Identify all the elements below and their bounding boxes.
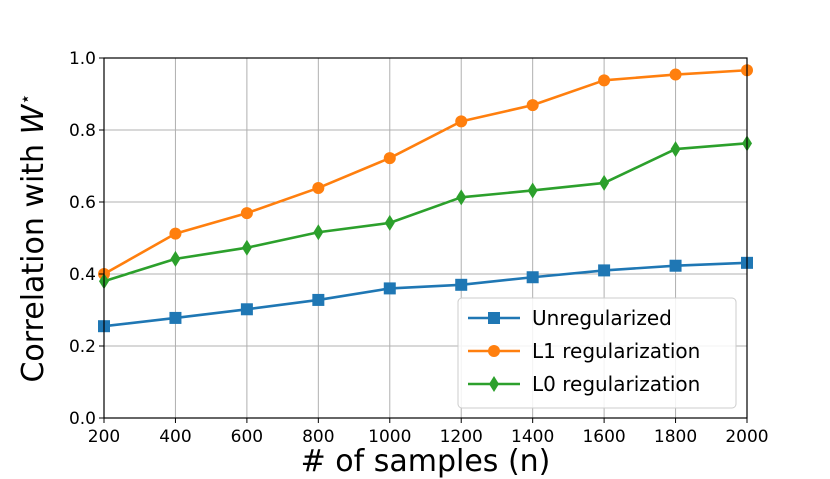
tick-layer: 200 400 600 800 1000 1200 1400 1600 1800 2000 0.0 0… <box>69 49 769 447</box>
x-tick-label: 2000 <box>725 427 768 447</box>
series-layer <box>98 64 753 333</box>
data-point <box>169 311 182 324</box>
x-tick-label: 600 <box>231 427 263 447</box>
legend: Unregularized L1 regularization L0 regular… <box>457 297 737 409</box>
legend-marker <box>488 312 500 324</box>
x-tick-label: 1200 <box>440 427 483 447</box>
data-point <box>527 182 538 199</box>
y-tick-label: 0.0 <box>69 409 96 429</box>
x-tick-label: 1800 <box>654 427 697 447</box>
data-point <box>598 74 611 87</box>
data-point <box>455 115 468 128</box>
x-tick-label: 800 <box>302 427 334 447</box>
legend-item: L0 regularization <box>468 372 700 396</box>
data-point <box>526 99 539 112</box>
data-point <box>241 239 252 256</box>
series-1 <box>98 256 753 333</box>
y-tick-label: 1.0 <box>69 49 96 69</box>
data-point <box>313 224 324 241</box>
legend-item: L1 regularization <box>468 339 700 363</box>
x-axis-label: # of samples (n) <box>301 444 551 479</box>
data-point <box>669 259 682 272</box>
data-point <box>169 227 182 240</box>
y-tick-label: 0.2 <box>69 337 96 357</box>
y-tick-label: 0.4 <box>69 265 96 285</box>
legend-marker <box>488 345 500 357</box>
data-point <box>240 207 253 220</box>
x-tick-label: 1400 <box>511 427 554 447</box>
legend-label: L0 regularization <box>532 372 700 396</box>
data-point <box>455 278 468 291</box>
data-point <box>170 250 181 267</box>
x-tick-label: 1600 <box>582 427 625 447</box>
y-tick-label: 0.6 <box>69 193 96 213</box>
x-tick-label: 400 <box>159 427 191 447</box>
x-tick-label: 1000 <box>368 427 411 447</box>
x-tick-label: 200 <box>88 427 120 447</box>
data-point <box>669 68 682 81</box>
data-point <box>599 174 610 191</box>
y-tick-label: 0.8 <box>69 121 96 141</box>
data-point <box>598 264 611 277</box>
legend-item: Unregularized <box>468 306 672 330</box>
y-axis-label: Correlation with W⋆ <box>15 93 51 382</box>
series-line <box>103 261 748 328</box>
series-line <box>103 142 748 283</box>
data-point <box>670 141 681 158</box>
legend-label: Unregularized <box>532 306 672 330</box>
data-point <box>456 189 467 206</box>
legend-marker <box>489 376 499 392</box>
legend-label: L1 regularization <box>532 339 700 363</box>
series-line <box>103 68 748 276</box>
data-point <box>240 303 253 316</box>
legend-box <box>457 297 737 409</box>
data-point <box>312 293 325 306</box>
data-point <box>383 282 396 295</box>
data-point <box>384 214 395 231</box>
data-point <box>526 271 539 284</box>
data-point <box>312 181 325 194</box>
series-2 <box>98 64 753 280</box>
series-3 <box>99 135 752 290</box>
plot-frame <box>103 57 748 419</box>
data-point <box>383 152 396 165</box>
